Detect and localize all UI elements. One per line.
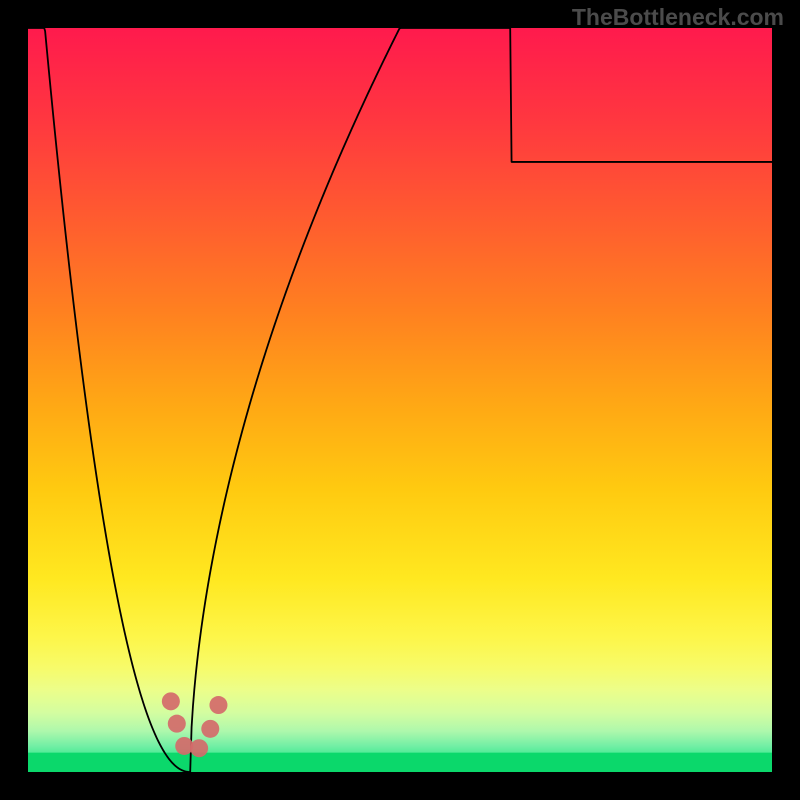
cusp-marker: [162, 692, 180, 710]
watermark-text: TheBottleneck.com: [572, 4, 784, 31]
cusp-marker: [168, 715, 186, 733]
bottom-strip: [28, 753, 772, 772]
cusp-marker: [190, 739, 208, 757]
cusp-marker: [201, 720, 219, 738]
cusp-marker: [209, 696, 227, 714]
chart-svg: [0, 0, 800, 800]
chart-root: TheBottleneck.com: [0, 0, 800, 800]
plot-background: [28, 28, 772, 772]
